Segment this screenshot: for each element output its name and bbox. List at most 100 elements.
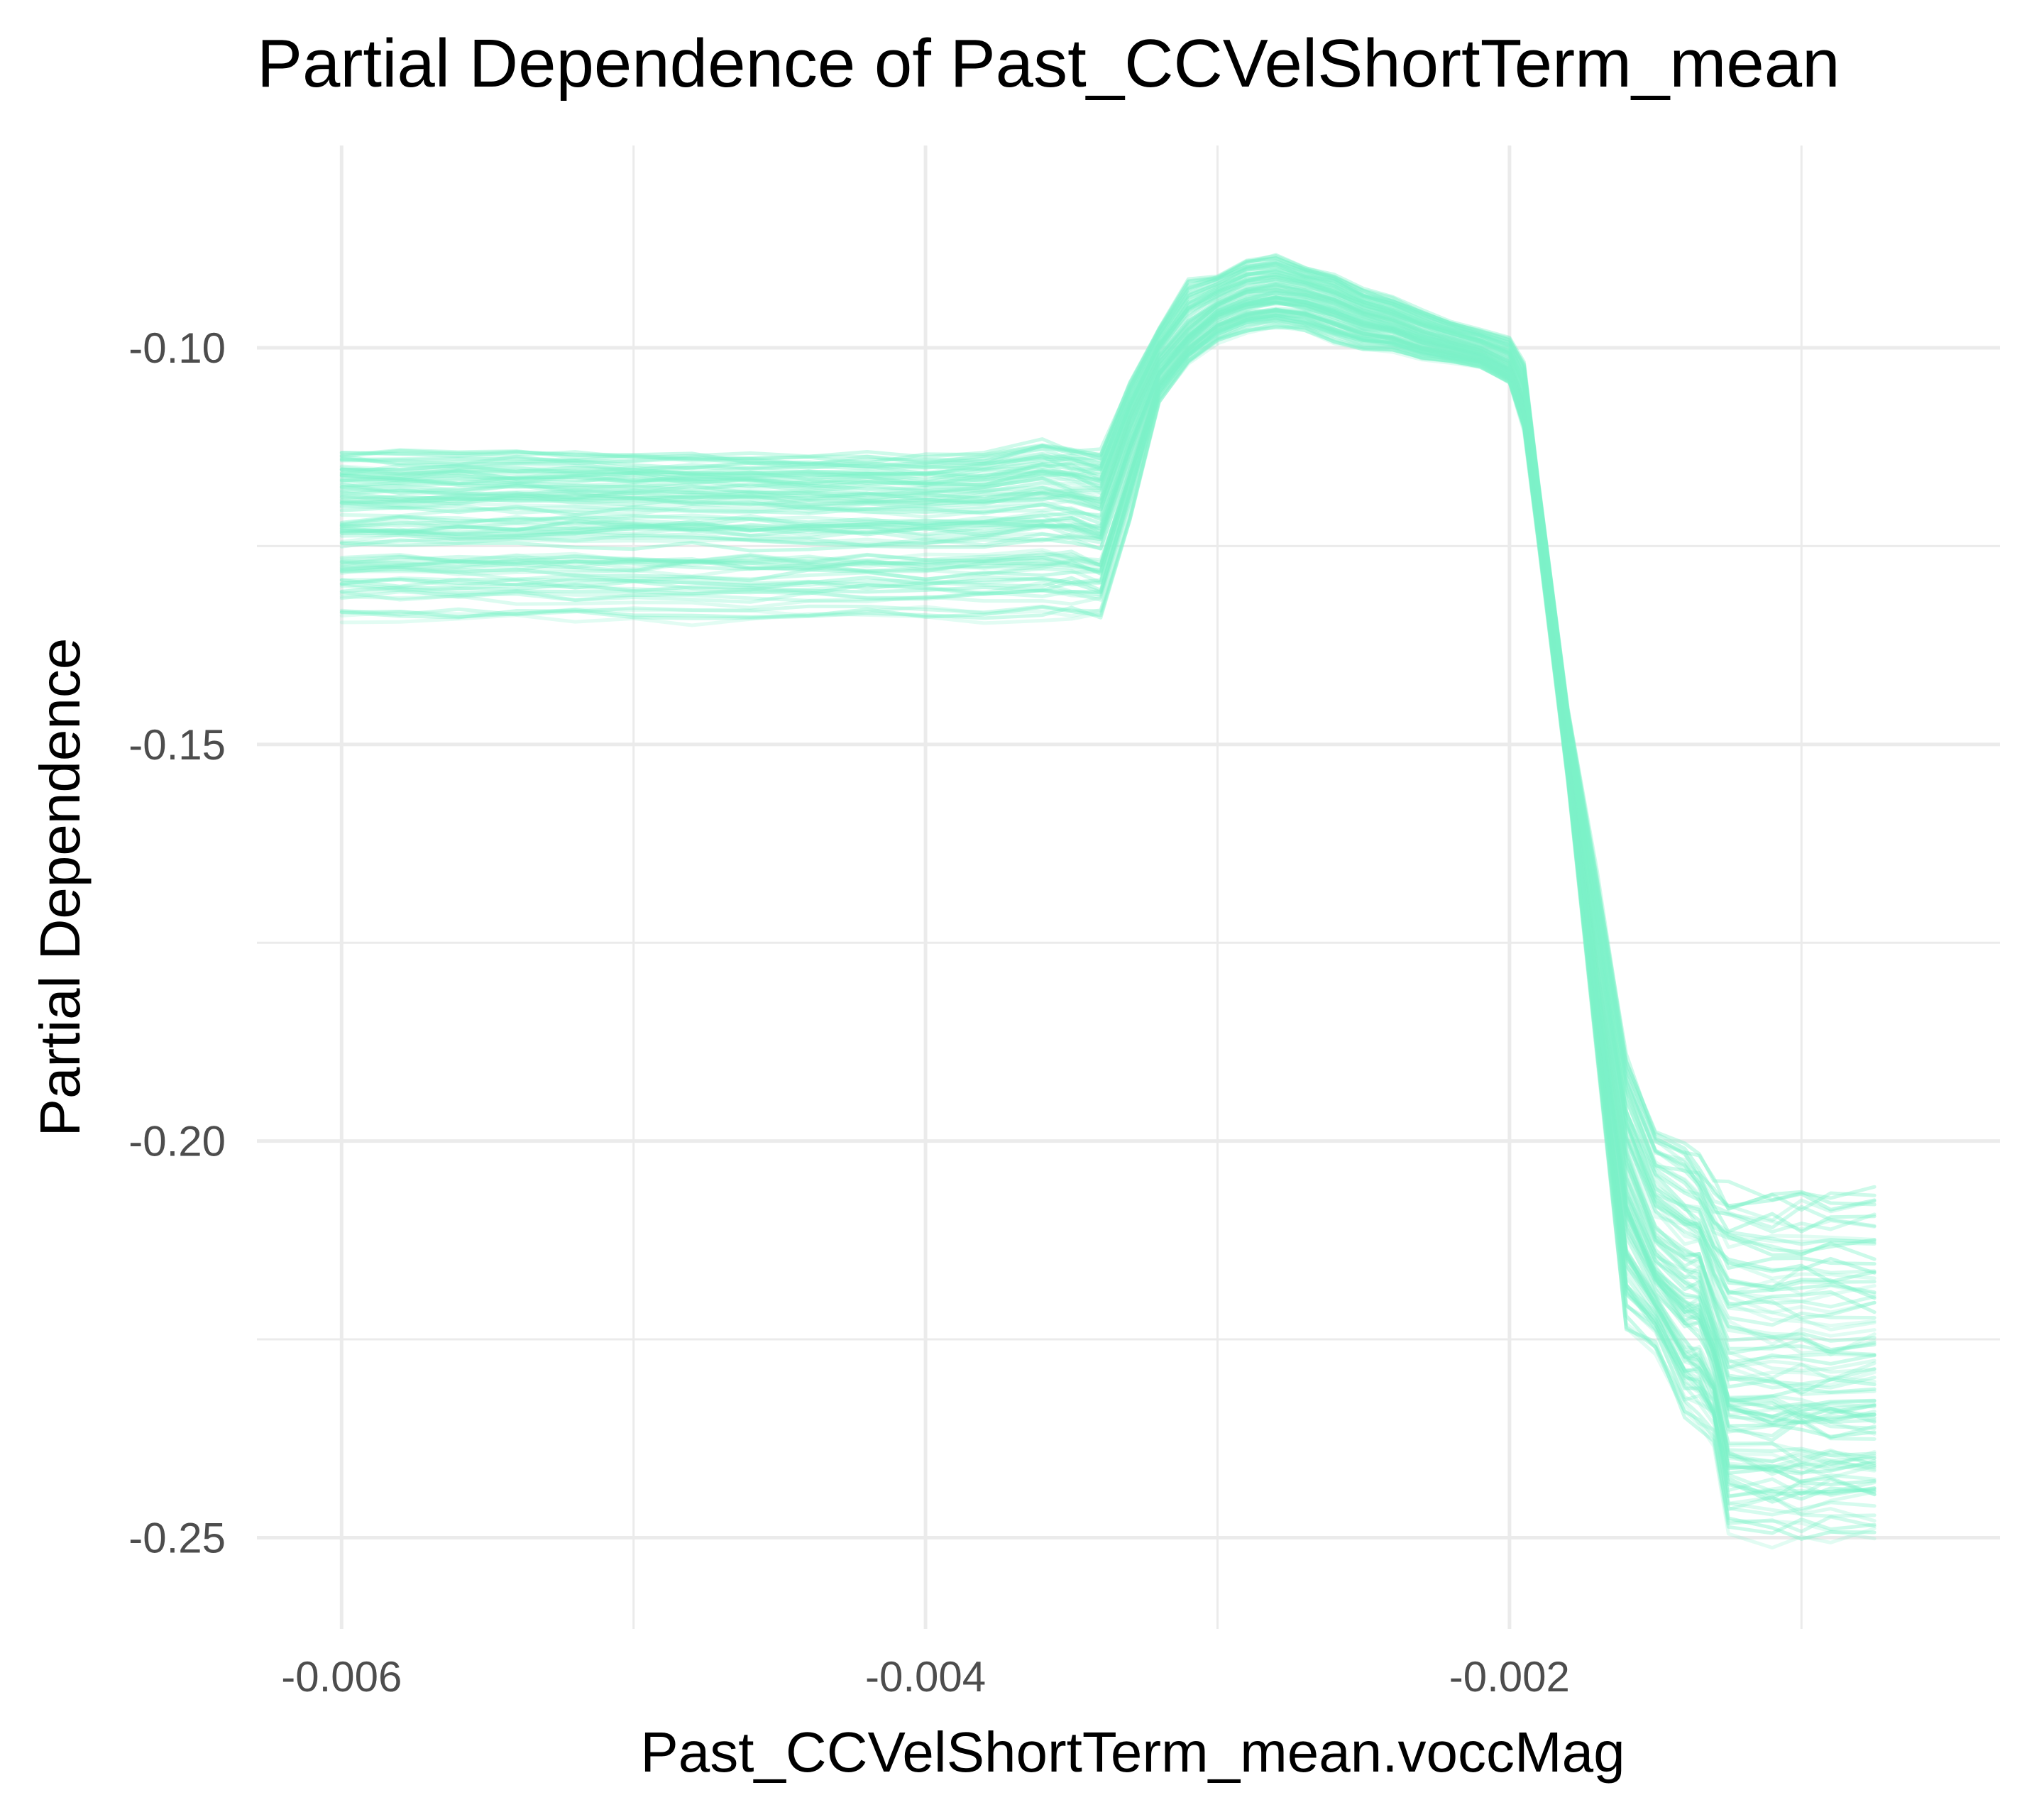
ice-curve — [339, 307, 1877, 1465]
ice-curve — [339, 295, 1877, 1411]
ice-curve — [339, 297, 1877, 1425]
ice-curve — [339, 295, 1877, 1415]
ice-curve — [339, 314, 1877, 1486]
ice-curve — [339, 285, 1877, 1355]
ice-curve — [339, 277, 1877, 1327]
ice-curve — [339, 309, 1877, 1474]
ice-curve — [339, 281, 1877, 1357]
ice-curve — [339, 301, 1877, 1424]
y-tick-label: -0.15 — [128, 721, 226, 769]
ice-curve — [339, 310, 1877, 1476]
ice-curve — [339, 302, 1877, 1438]
ice-curve — [339, 307, 1877, 1469]
ice-curve — [339, 261, 1877, 1246]
ice-curve — [339, 301, 1877, 1439]
ice-curve — [339, 309, 1877, 1469]
ice-curve — [339, 268, 1877, 1280]
x-tick-label: -0.006 — [281, 1653, 402, 1701]
ice-curve — [339, 289, 1877, 1383]
ice-curve — [339, 315, 1877, 1498]
ice-curve — [339, 314, 1877, 1497]
ice-curve — [339, 314, 1877, 1500]
ice-curves — [339, 253, 1877, 1550]
ice-curve — [339, 270, 1877, 1284]
ice-curve — [339, 295, 1877, 1424]
ice-curve — [339, 309, 1877, 1464]
ice-curve — [339, 265, 1877, 1261]
ice-curve — [339, 312, 1877, 1479]
ice-curve — [339, 322, 1877, 1541]
ice-curve — [339, 313, 1877, 1496]
x-tick-label: -0.004 — [865, 1653, 986, 1701]
ice-curve — [339, 274, 1877, 1295]
y-tick-label: -0.10 — [128, 324, 226, 372]
ice-curve — [339, 300, 1877, 1436]
ice-curve — [339, 290, 1877, 1395]
minor-gridlines — [257, 146, 2000, 1629]
ice-curve — [339, 277, 1877, 1314]
ice-curve — [339, 300, 1877, 1442]
y-axis-tick-labels: -0.10 -0.15 -0.20 -0.25 — [128, 324, 226, 1561]
ice-curve — [339, 278, 1877, 1320]
ice-curve — [339, 259, 1877, 1231]
ice-curve — [339, 294, 1877, 1410]
ice-curve — [339, 300, 1877, 1441]
ice-curve — [339, 285, 1877, 1364]
ice-curve — [339, 261, 1877, 1234]
ice-curve — [339, 290, 1877, 1390]
ice-curve — [339, 321, 1877, 1541]
ice-curve — [339, 272, 1877, 1304]
ice-curve — [339, 309, 1877, 1458]
ice-curve — [339, 291, 1877, 1386]
ice-curve — [339, 316, 1877, 1501]
ice-curve — [339, 289, 1877, 1373]
ice-curve — [339, 296, 1877, 1419]
ice-curve — [339, 317, 1877, 1513]
ice-curve — [339, 273, 1877, 1297]
ice-curve — [339, 295, 1877, 1413]
ice-curve — [339, 307, 1877, 1476]
ice-curve — [339, 287, 1877, 1374]
ice-curve — [339, 307, 1877, 1466]
ice-curve — [339, 282, 1877, 1351]
x-axis-tick-labels: -0.006 -0.004 -0.002 — [281, 1653, 1570, 1701]
chart-title: Partial Dependence of Past_CCVelShortTer… — [257, 26, 1840, 101]
ice-curve — [339, 290, 1877, 1390]
ice-curve — [339, 260, 1877, 1230]
ice-curve — [339, 294, 1877, 1397]
ice-curve — [339, 300, 1877, 1425]
ice-curve — [339, 253, 1877, 1212]
major-gridlines — [257, 146, 2000, 1629]
ice-curve — [339, 263, 1877, 1253]
x-tick-label: -0.002 — [1449, 1653, 1570, 1701]
ice-curve — [339, 317, 1877, 1523]
ice-curve — [339, 275, 1877, 1314]
ice-curve — [339, 314, 1877, 1494]
ice-curve — [339, 295, 1877, 1417]
ice-curve — [339, 324, 1877, 1534]
ice-curve — [339, 287, 1877, 1382]
ice-curve — [339, 263, 1877, 1244]
y-tick-label: -0.20 — [128, 1118, 226, 1165]
ice-curve — [339, 282, 1877, 1343]
ice-curve — [339, 285, 1877, 1356]
ice-curve — [339, 256, 1877, 1212]
ice-curve — [339, 283, 1877, 1356]
y-axis-title: Partial Dependence — [28, 638, 92, 1137]
y-tick-label: -0.25 — [128, 1514, 226, 1561]
ice-curve — [339, 270, 1877, 1275]
ice-curve — [339, 310, 1877, 1475]
x-axis-title: Past_CCVelShortTerm_mean.voccMag — [640, 1720, 1625, 1784]
ice-curve — [339, 324, 1877, 1550]
ice-curve — [339, 282, 1877, 1346]
ice-curve — [339, 326, 1877, 1535]
ice-curve — [339, 319, 1877, 1518]
ice-curve — [339, 297, 1877, 1422]
ice-curve — [339, 273, 1877, 1300]
ice-curve — [339, 263, 1877, 1249]
ice-curve — [339, 280, 1877, 1332]
ice-curve — [339, 319, 1877, 1517]
ice-curve — [339, 256, 1877, 1212]
ice-curve — [339, 268, 1877, 1290]
